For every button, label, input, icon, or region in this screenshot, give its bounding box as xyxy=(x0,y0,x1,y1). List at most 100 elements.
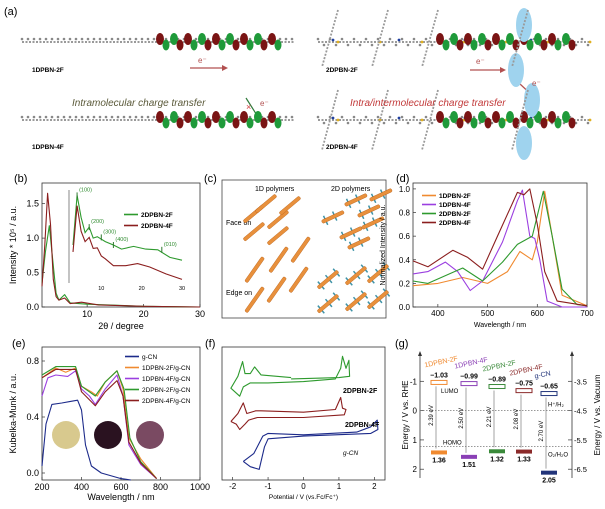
label-edge-on: Edge on xyxy=(226,290,252,297)
homo-value: 1.36 xyxy=(432,457,446,464)
y-tick-label: -1 xyxy=(410,377,418,386)
edge-on-2d-bar xyxy=(317,292,341,314)
panel-label-d: (d) xyxy=(396,173,409,185)
panel-label-e: (e) xyxy=(12,338,25,350)
electron-arrow-2d xyxy=(470,67,535,98)
legend-label: g-CN xyxy=(142,354,157,361)
side-chain xyxy=(421,9,439,68)
inset-series-line xyxy=(72,205,183,280)
plot-frame xyxy=(412,182,588,308)
x-axis-label: Potential / V (vs.Fc/Fc⁺) xyxy=(269,494,338,501)
series-line-2dpbn-4f xyxy=(41,192,201,308)
lumo-value: −0.75 xyxy=(515,381,533,388)
molecule-label-2dpbn-2f: 2DPBN-2F xyxy=(326,67,358,74)
y-tick-label: 0.0 xyxy=(26,468,39,478)
sample-photo xyxy=(52,421,80,449)
side-chain xyxy=(511,9,529,68)
molecule-label-1dpbn-4f: 1DPBN-4F xyxy=(32,144,64,151)
face-on-2d-bar xyxy=(361,216,385,232)
lumo-bar xyxy=(540,391,558,397)
x-tick-label: 200 xyxy=(34,482,49,492)
legend-label: 2DPBN-2F/g-CN xyxy=(142,387,191,394)
series-line-2dpbn-2f xyxy=(412,190,588,307)
curve-label: g-CN xyxy=(343,450,358,457)
intramolecular-caption: Intramolecular charge transfer xyxy=(72,98,206,109)
legend-label: 2DPBN-4F xyxy=(141,223,173,230)
molecule-label-1dpbn-2f: 1DPBN-2F xyxy=(32,67,64,74)
x-tick-label: 30 xyxy=(195,309,205,319)
panel-label-b: (b) xyxy=(14,173,27,185)
svg-text:e⁻: e⁻ xyxy=(260,99,269,108)
peak-label: (010) xyxy=(164,242,177,248)
plot-frame xyxy=(41,182,201,308)
homo-value: 1.32 xyxy=(490,456,504,463)
reference-label: O₂/H₂O xyxy=(548,453,568,459)
peak-label: (100) xyxy=(79,187,92,193)
series-line-2dpbn-4f xyxy=(412,188,588,307)
face-on-2d-bar xyxy=(357,204,381,220)
lumo-value: −1.03 xyxy=(430,372,448,379)
y-tick-label: 1.5 xyxy=(26,199,39,209)
highlight-side-chain xyxy=(524,83,540,117)
legend-label: 1DPBN-4F xyxy=(439,202,471,209)
homo-value: 1.51 xyxy=(462,462,476,469)
chart-1: 400 500 600 700 0.0 0.2 0.4 0.6 0.8 1.0 Wavelength… xyxy=(380,182,594,329)
x-tick-label: 20 xyxy=(139,309,149,319)
energy-level-g-cn: g-CN −0.65 2.05 2.70 eV xyxy=(534,370,558,484)
edge-on-2d-bar xyxy=(367,288,391,310)
edge-on-2d-bar xyxy=(317,268,341,290)
material-name: 1DPBN-2F xyxy=(424,355,459,369)
bandgap-value: 2.21 eV xyxy=(487,407,493,428)
edge-on-1d-bar xyxy=(244,286,265,313)
legend-label: 2DPBN-2F xyxy=(439,211,471,218)
homo-bar xyxy=(516,449,532,454)
series-line-2dpbn-2f-g-cn xyxy=(41,366,158,479)
inset-x-tick-label: 30 xyxy=(179,286,185,292)
y-tick-label: 1 xyxy=(413,436,418,445)
x-tick-label: 800 xyxy=(153,482,168,492)
lumo-value: −0.89 xyxy=(488,377,506,384)
face-on-2d-bar xyxy=(339,226,363,242)
legend-label: 1DPBN-2F/g-CN xyxy=(142,365,191,372)
peak-label: (200) xyxy=(91,219,104,225)
material-name: g-CN xyxy=(534,370,551,380)
panel-a-molecular-orbitals: 1DPBN-2F 1DPBN-4F 2DPBN-2F 2DPBN-4F Intramol… xyxy=(20,8,592,160)
y-axis-label: Intensity * 10⁵ / a.u. xyxy=(8,206,18,284)
legend-label: 2DPBN-4F/g-CN xyxy=(142,398,191,405)
legend-label: 1DPBN-2F xyxy=(439,193,471,200)
face-on-1d-bar xyxy=(243,222,265,241)
panel-c-packing-schematic: 1D polymers 2D polymers Face on Edge on xyxy=(221,179,393,319)
homo-bar xyxy=(431,450,447,455)
y-tick-label: 1.0 xyxy=(26,233,39,243)
y-tick-label: 0.8 xyxy=(26,356,39,366)
y-tick-label: 0.5 xyxy=(26,268,39,278)
y-tick-label: 0.8 xyxy=(399,209,411,218)
right-y-tick-label: -4.5 xyxy=(574,407,587,416)
label-1d-polymers: 1D polymers xyxy=(255,186,295,193)
face-on-1d-bar xyxy=(279,196,301,215)
panel-label-g: (g) xyxy=(395,338,408,350)
y-tick-label: 0 xyxy=(413,407,418,416)
edge-on-1d-bar xyxy=(290,236,311,263)
series-line-2dpbn-4f xyxy=(230,396,347,431)
legend-label: 2DPBN-2F xyxy=(141,212,173,219)
sample-photo xyxy=(94,421,122,449)
legend-label: 1DPBN-4F/g-CN xyxy=(142,376,191,383)
intermolecular-caption: Intra/intermolecular charge transfer xyxy=(350,98,506,109)
svg-text:×: × xyxy=(246,102,251,112)
energy-level-1dpbn-2f: 1DPBN-2F −1.03 1.36 2.39 eV xyxy=(424,355,459,464)
y-tick-label: 0.2 xyxy=(399,279,411,288)
electron-arrow-1d xyxy=(190,65,228,71)
series-line-g-cn xyxy=(41,399,131,481)
inset-series-line xyxy=(72,195,183,261)
label-face-on: Face on xyxy=(226,220,251,227)
y-axis-label: Energy / V vs. RHE xyxy=(401,381,410,450)
x-tick-label: 700 xyxy=(580,309,594,318)
homo-label: HOMO xyxy=(443,440,462,446)
panel-label-c: (c) xyxy=(204,173,217,185)
x-tick-label: 2 xyxy=(372,482,377,491)
face-on-1d-bar xyxy=(255,194,277,213)
molecule-2dpbn-2f xyxy=(316,33,592,51)
right-y-tick-label: -5.5 xyxy=(574,436,587,445)
lumo-bar xyxy=(460,381,478,387)
